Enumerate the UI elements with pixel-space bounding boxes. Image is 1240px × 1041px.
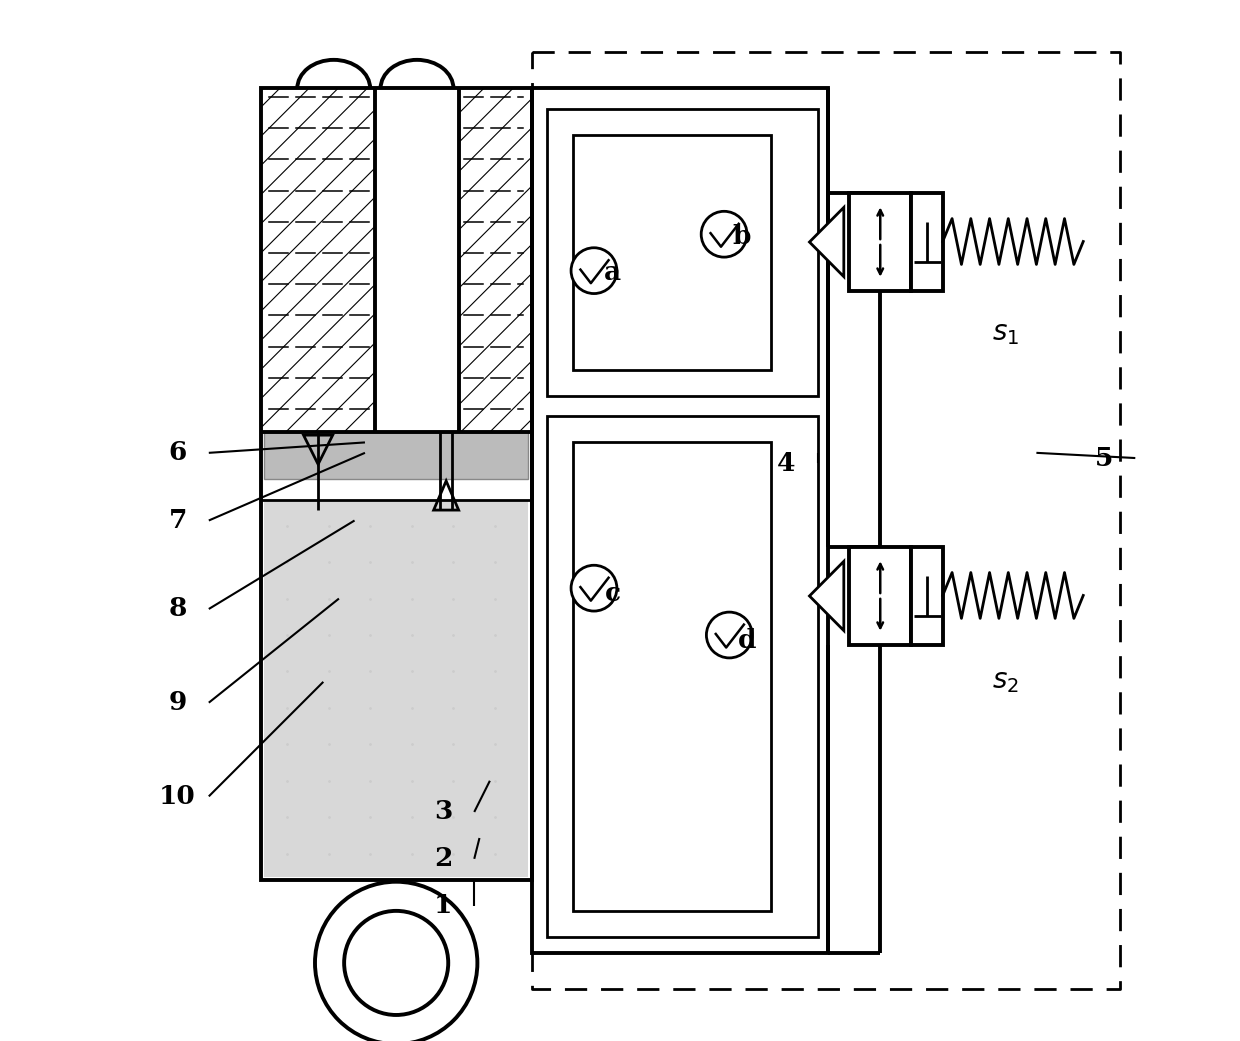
Text: b: b (733, 224, 751, 249)
Bar (532, 88, 828, 953)
Bar (547, 109, 818, 396)
Bar (260, 88, 532, 880)
Bar (573, 442, 771, 911)
Bar (911, 193, 942, 291)
Bar (547, 416, 818, 937)
Circle shape (701, 211, 746, 257)
Text: 2: 2 (434, 846, 453, 871)
Text: 1: 1 (434, 893, 453, 918)
Text: 5: 5 (1095, 446, 1114, 471)
Circle shape (315, 882, 477, 1041)
Text: 9: 9 (169, 690, 187, 715)
Text: 10: 10 (159, 784, 196, 809)
Text: 4: 4 (777, 451, 796, 476)
Text: d: d (738, 628, 756, 653)
Polygon shape (810, 561, 843, 631)
Polygon shape (810, 207, 843, 277)
Bar (260, 88, 532, 880)
Circle shape (707, 612, 753, 658)
Text: c: c (605, 581, 621, 606)
Text: 7: 7 (169, 508, 187, 533)
Circle shape (345, 911, 448, 1015)
Text: 6: 6 (169, 440, 187, 465)
Bar (264, 500, 528, 877)
Text: $s_1$: $s_1$ (992, 320, 1019, 347)
Circle shape (572, 248, 616, 294)
Circle shape (572, 565, 616, 611)
Bar (849, 193, 911, 291)
Bar (849, 547, 911, 645)
Text: a: a (604, 260, 621, 285)
Bar (573, 135, 771, 370)
Text: 8: 8 (169, 596, 187, 621)
Bar (264, 432, 528, 479)
Bar (911, 547, 942, 645)
Text: 3: 3 (434, 799, 453, 824)
Text: $s_2$: $s_2$ (992, 668, 1018, 695)
